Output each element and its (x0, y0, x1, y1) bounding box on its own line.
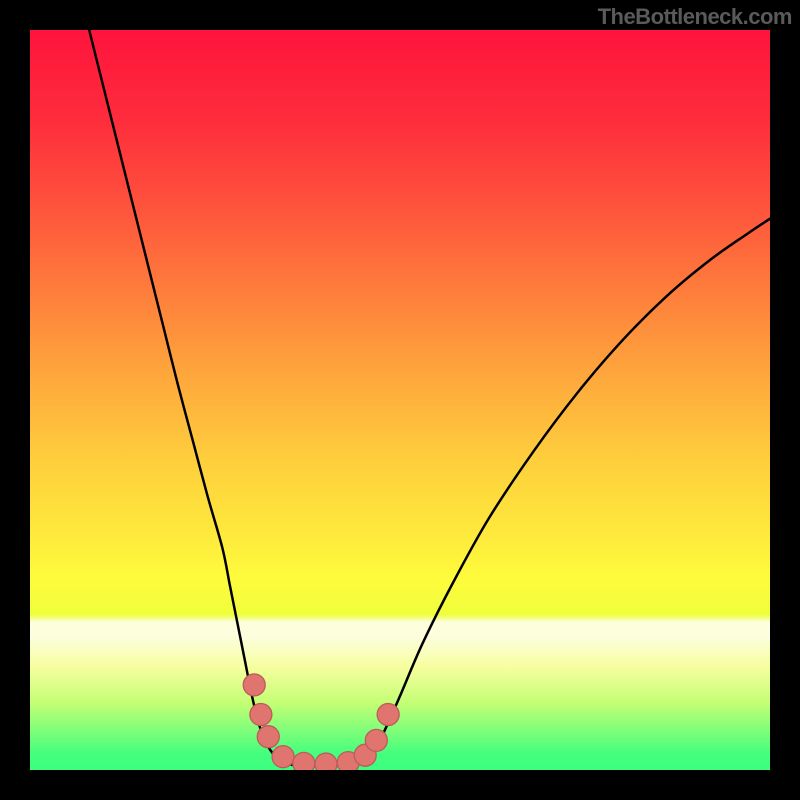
curve-marker (250, 704, 272, 726)
curve-marker (243, 674, 265, 696)
curve-marker (272, 746, 294, 768)
chart-container: TheBottleneck.com (0, 0, 800, 800)
curve-marker (315, 753, 337, 770)
chart-background (30, 30, 770, 770)
curve-marker (365, 729, 387, 751)
curve-marker (257, 726, 279, 748)
plot-area (30, 30, 770, 770)
curve-marker (293, 752, 315, 770)
bottleneck-curve-chart (30, 30, 770, 770)
watermark-text: TheBottleneck.com (598, 4, 792, 30)
curve-marker (377, 704, 399, 726)
